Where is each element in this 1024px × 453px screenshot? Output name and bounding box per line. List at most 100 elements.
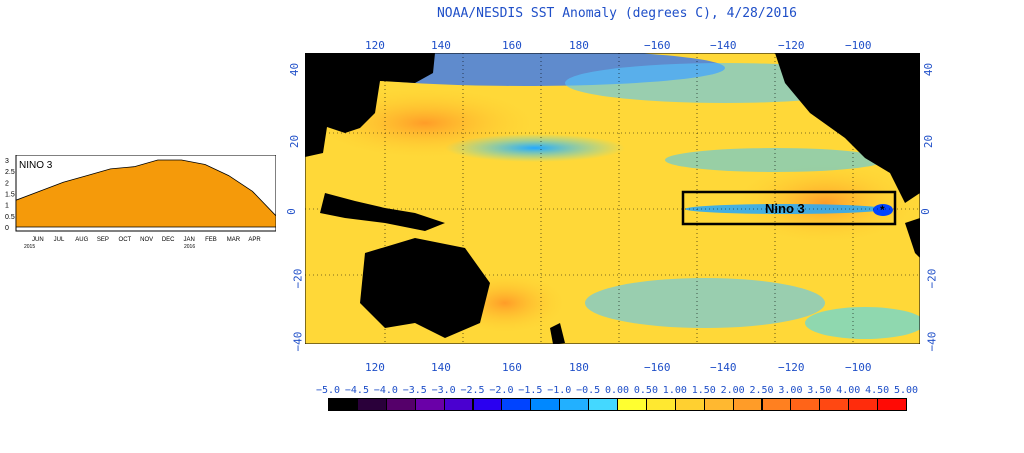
colorbar-label: 1.50	[691, 385, 716, 396]
colorbar-swatch	[385, 398, 416, 411]
colorbar-label: −3.5	[402, 385, 427, 396]
maritime-continent	[320, 193, 445, 231]
right-lat-label: 40	[922, 62, 936, 77]
colorbar-swatch	[761, 398, 792, 411]
right-lat-label: 0	[918, 208, 932, 215]
colorbar-label: 2.00	[720, 385, 745, 396]
colorbar-label: 3.00	[778, 385, 803, 396]
colorbar-label: 0.50	[633, 385, 658, 396]
graticule	[305, 53, 920, 344]
inset-month-label: FEB	[205, 237, 217, 243]
inset-month-label: JUL	[54, 237, 65, 243]
bottom-lon-label: 140	[431, 361, 451, 374]
colorbar-swatch	[328, 398, 358, 411]
inset-month-label: NOV	[140, 237, 153, 243]
colorbar-swatch	[819, 398, 850, 411]
top-lon-label: −100	[845, 39, 872, 52]
map-title: NOAA/NESDIS SST Anomaly (degrees C), 4/2…	[436, 6, 798, 21]
colorbar-swatch	[356, 398, 387, 411]
nino3-region-label: Nino 3	[765, 201, 805, 216]
inset-x-axis: JUN JUL AUG SEP OCT NOV DEC JAN FEB MAR APR 2015 201…	[24, 237, 261, 250]
colorbar-label: −2.5	[460, 385, 485, 396]
colorbar-swatch	[617, 398, 647, 411]
colorbar-swatch	[848, 398, 879, 411]
asia-landmass	[305, 53, 435, 157]
top-lon-label: −120	[778, 39, 805, 52]
colorbar-swatch	[559, 398, 590, 411]
nino3-inset-chart: 3 2.5 2 1.5 1 0.5 0 NINO 3 JUN JUL AUG SEP OCT NOV D…	[5, 155, 276, 250]
inset-month-label: DEC	[162, 237, 175, 243]
right-lat-label: 20	[922, 134, 936, 149]
warm-anomaly-east	[735, 163, 915, 243]
left-lat-label: 20	[288, 134, 302, 149]
top-lon-label: −140	[710, 39, 737, 52]
bottom-lon-label: 160	[502, 361, 522, 374]
inset-y-tick-label: 1	[5, 203, 9, 210]
left-lat-label: −20	[291, 268, 305, 289]
colorbar-swatch	[501, 398, 532, 411]
sst-anomaly-map: Nino 3 *	[305, 53, 920, 344]
colorbar-label: −1.0	[547, 385, 572, 396]
right-lat-label: −40	[925, 331, 939, 352]
top-lon-label: 140	[431, 39, 451, 52]
inset-month-label: JUN	[32, 237, 44, 243]
colorbar-label: 1.00	[662, 385, 687, 396]
colorbar-swatch	[703, 398, 734, 411]
inset-month-label: AUG	[75, 237, 88, 243]
bottom-lon-label: −140	[710, 361, 737, 374]
nino3-region-box	[681, 190, 897, 226]
australia-landmass	[360, 238, 490, 338]
colorbar-label: 2.50	[749, 385, 774, 396]
inset-y-tick-label: 3	[5, 158, 9, 165]
colorbar-swatch	[414, 398, 445, 411]
colorbar-label: −5.0	[316, 385, 341, 396]
inset-y-tick-label: 2.5	[5, 169, 15, 176]
colorbar-swatch	[472, 398, 503, 411]
inset-year-label: 2015	[24, 244, 35, 250]
inset-y-tick-label: 0	[5, 225, 9, 232]
top-lon-label: 180	[569, 39, 589, 52]
bottom-lon-label: −160	[644, 361, 671, 374]
inset-month-label: SEP	[97, 237, 109, 243]
cool-patch-south	[585, 278, 825, 328]
north-america-landmass	[775, 53, 920, 203]
colorbar-swatch	[877, 398, 907, 411]
colorbar-swatch	[530, 398, 561, 411]
bottom-lon-label: −100	[845, 361, 872, 374]
colorbar-label: 4.00	[836, 385, 861, 396]
cool-patch-central	[445, 134, 625, 162]
inset-month-label: OCT	[119, 237, 132, 243]
inset-label: NINO 3	[19, 160, 53, 171]
colorbar-swatch	[732, 398, 763, 411]
right-lat-label: −20	[925, 268, 939, 289]
colorbar-label: −4.0	[373, 385, 398, 396]
inset-y-tick-label: 0.5	[5, 214, 15, 221]
top-lon-label: 120	[365, 39, 385, 52]
inset-year-label: 2016	[184, 244, 195, 250]
top-lon-label: −160	[644, 39, 671, 52]
colorbar-swatch	[674, 398, 705, 411]
colorbar-swatch	[790, 398, 821, 411]
inset-month-label: APR	[248, 237, 261, 243]
colorbar-label: 4.50	[865, 385, 890, 396]
inset-y-tick-label: 2	[5, 180, 9, 187]
colorbar-label: −3.0	[431, 385, 456, 396]
colorbar-label: −0.5	[576, 385, 601, 396]
nino3-marker: *	[880, 203, 885, 217]
colorbar-label: −4.5	[344, 385, 369, 396]
colorbar-label: −1.5	[518, 385, 543, 396]
bottom-lon-label: 120	[365, 361, 385, 374]
equatorial-cold-spot	[873, 204, 893, 216]
colorbar-swatch	[645, 398, 676, 411]
colorbar-label: 0.00	[605, 385, 630, 396]
nino3-area-series	[15, 159, 276, 228]
left-lat-label: 0	[284, 208, 298, 215]
top-lon-label: 160	[502, 39, 522, 52]
left-lat-label: 40	[288, 62, 302, 77]
inset-y-axis: 3 2.5 2 1.5 1 0.5 0	[5, 158, 15, 232]
bottom-lon-label: 180	[569, 361, 589, 374]
cool-band-northeast	[665, 148, 885, 172]
south-america-landmass	[905, 218, 920, 258]
colorbar-label: 5.00	[894, 385, 919, 396]
bottom-lon-label: −120	[778, 361, 805, 374]
